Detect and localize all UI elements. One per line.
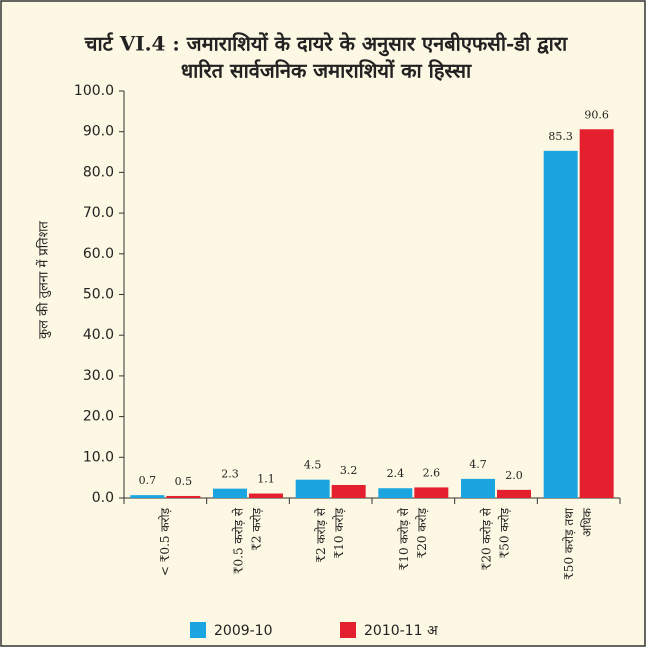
bar	[461, 478, 495, 498]
y-tick-label: 10.0	[83, 449, 114, 465]
bar	[295, 479, 330, 498]
value-label: 2.0	[505, 469, 523, 482]
value-label: 3.2	[340, 464, 358, 477]
legend-label: 2009-10	[214, 623, 273, 639]
y-tick-label: 100.0	[74, 83, 114, 99]
x-tick-label: ₹20 करोड़ से	[480, 507, 494, 570]
y-tick-label: 90.0	[83, 124, 114, 140]
chart-title: चार्ट VI.4 : जमाराशियों के दायरे के अनुस…	[84, 32, 568, 57]
x-tick-label: अधिक	[580, 507, 594, 537]
y-axis-label: कुल की तुलना में प्रतिशत	[36, 221, 52, 339]
y-tick-label: 80.0	[83, 164, 114, 180]
value-label: 4.7	[469, 458, 487, 471]
bar	[331, 484, 366, 498]
value-label: 4.5	[304, 459, 322, 472]
y-tick-label: 50.0	[83, 287, 114, 303]
bar	[414, 487, 449, 498]
legend-label: 2010-11 अ	[364, 623, 438, 639]
y-tick-label: 40.0	[83, 327, 114, 343]
value-label: 2.6	[423, 466, 441, 479]
x-tick-label: ₹20 करोड़	[415, 507, 429, 558]
bar	[213, 488, 247, 498]
x-tick-label: ₹50 करोड़	[498, 507, 512, 558]
bar	[378, 488, 413, 498]
bar	[579, 129, 614, 498]
value-label: 0.5	[175, 475, 193, 488]
bar	[543, 150, 578, 499]
x-tick-label: ₹0.5 करोड़ से	[232, 507, 246, 574]
value-label: 90.6	[584, 108, 609, 121]
x-tick-label: ₹10 करोड़	[332, 507, 346, 558]
y-tick-label: 30.0	[83, 368, 114, 384]
value-label: 1.1	[257, 473, 275, 486]
x-tick-label: ₹10 करोड़ से	[397, 507, 411, 570]
x-tick-label: ₹50 करोड़ तथा	[562, 507, 576, 580]
x-tick-label: < ₹0.5 करोड़	[158, 507, 172, 576]
y-tick-label: 70.0	[83, 205, 114, 221]
x-tick-label: ₹2 करोड़ से	[314, 507, 328, 563]
bar	[249, 493, 283, 498]
bar	[130, 495, 165, 498]
value-label: 85.3	[548, 130, 573, 143]
bar	[166, 495, 201, 498]
legend-swatch	[190, 622, 206, 638]
value-label: 0.7	[139, 474, 157, 487]
y-tick-label: 60.0	[83, 246, 114, 262]
chart-title: धारित सार्वजनिक जमाराशियों का हिस्सा	[181, 59, 472, 83]
value-label: 2.3	[221, 468, 239, 481]
value-label: 2.4	[387, 467, 405, 480]
legend-swatch	[340, 622, 356, 638]
y-tick-label: 0.0	[92, 490, 114, 506]
y-tick-label: 20.0	[83, 409, 114, 425]
bar	[497, 489, 531, 498]
x-tick-label: ₹2 करोड़	[250, 507, 264, 550]
